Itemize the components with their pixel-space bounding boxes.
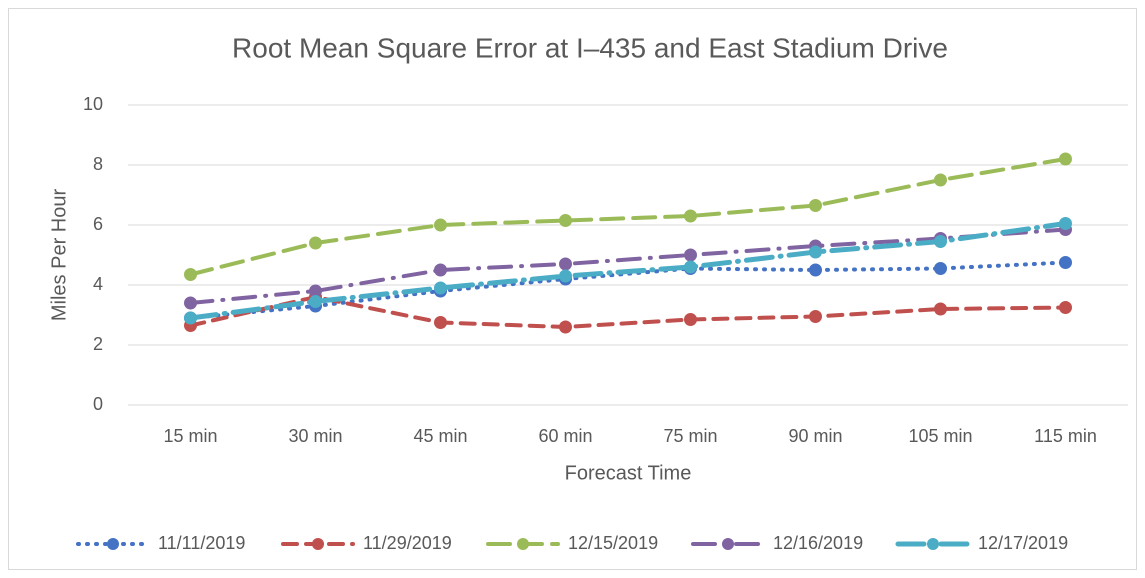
y-axis-title: Miles Per Hour [48, 189, 70, 322]
legend-label: 12/17/2019 [978, 533, 1068, 553]
series-line [188, 227, 1068, 305]
data-point [934, 235, 947, 248]
data-point [1059, 152, 1072, 166]
y-tick-label: 4 [93, 274, 103, 294]
data-point [309, 236, 322, 250]
y-tick-label: 8 [93, 154, 103, 174]
x-tick-label: 75 min [663, 426, 717, 446]
y-tick-label: 2 [93, 334, 103, 354]
y-tick-label: 0 [93, 394, 103, 414]
legend-label: 12/15/2019 [568, 533, 658, 553]
legend-marker [107, 538, 119, 550]
data-point [434, 263, 447, 277]
chart-title: Root Mean Square Error at I–435 and East… [232, 32, 948, 63]
y-tick-label: 6 [93, 214, 103, 234]
data-point [809, 263, 822, 277]
data-point [434, 281, 447, 295]
data-point [559, 257, 572, 271]
x-tick-label: 15 min [163, 426, 217, 446]
x-tick-label: 60 min [538, 426, 592, 446]
series-line [188, 221, 1068, 321]
legend-marker [927, 538, 939, 550]
x-tick-label: 30 min [288, 426, 342, 446]
data-point [559, 320, 572, 334]
data-point [184, 268, 197, 281]
legend-label: 12/16/2019 [773, 533, 863, 553]
data-point [434, 218, 447, 232]
data-point [934, 173, 947, 187]
data-point [934, 302, 947, 316]
data-point [684, 260, 697, 274]
data-point [809, 199, 822, 212]
data-point [184, 296, 197, 310]
series-line [188, 157, 1068, 277]
data-point [809, 245, 822, 259]
data-point [684, 313, 697, 326]
legend-label: 11/29/2019 [363, 533, 452, 553]
x-axis-title: Forecast Time [565, 462, 692, 484]
data-point [559, 214, 572, 227]
data-point [684, 209, 697, 223]
data-point [184, 311, 197, 325]
data-point [309, 295, 322, 308]
data-point [1059, 217, 1072, 230]
data-point [559, 269, 572, 283]
data-point [1059, 256, 1072, 269]
data-point [684, 248, 697, 262]
x-tick-label: 115 min [1034, 426, 1097, 446]
data-point [934, 262, 947, 275]
x-tick-label: 105 min [908, 426, 972, 446]
data-point [434, 316, 447, 329]
legend-marker [517, 538, 529, 550]
data-point [1059, 301, 1072, 314]
y-tick-label: 10 [83, 94, 103, 114]
chart-border [8, 8, 1137, 570]
x-tick-label: 45 min [413, 426, 467, 446]
legend-label: 11/11/2019 [158, 533, 245, 553]
data-point [809, 310, 822, 323]
legend-marker [722, 538, 734, 550]
legend-marker [312, 538, 324, 550]
x-tick-label: 90 min [788, 426, 842, 446]
